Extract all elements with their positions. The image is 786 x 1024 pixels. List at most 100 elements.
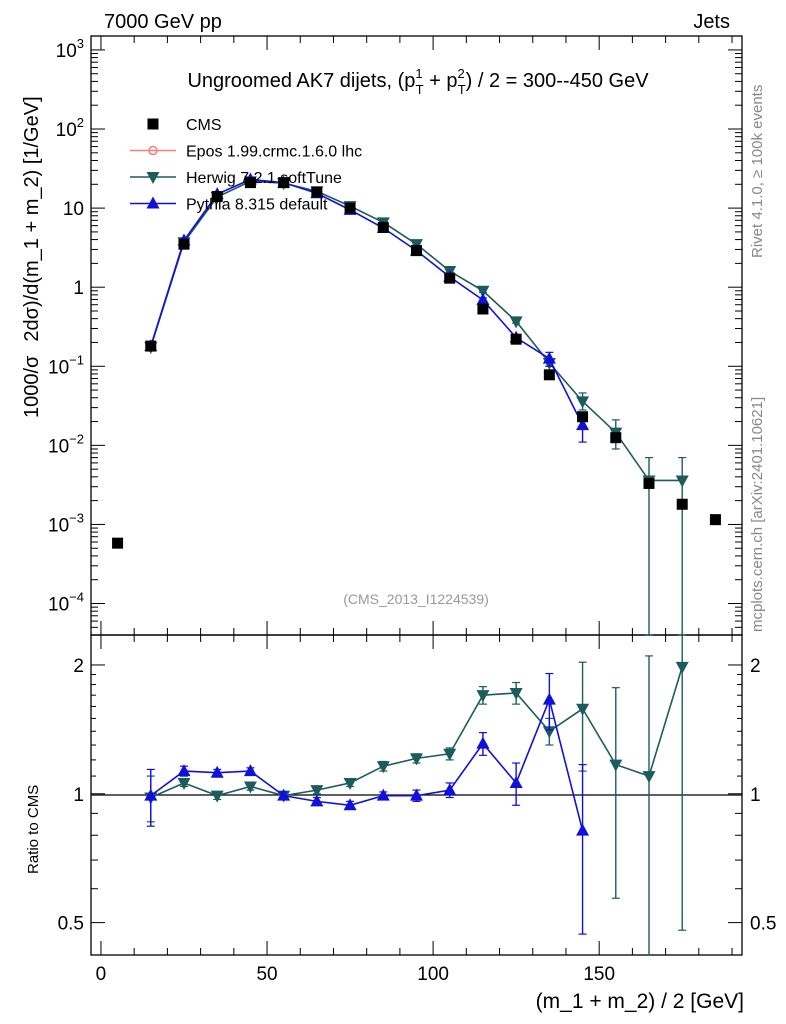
data-point-main (476, 285, 490, 298)
y-tick-label-main: 10−1 (48, 352, 84, 378)
header-category-label: Jets (693, 11, 730, 33)
data-point-main (542, 351, 556, 364)
data-point-cms (543, 369, 555, 381)
legend: CMS Epos 1.99.crmc.1.6.0 lhc Herwig 7.2.1 … (130, 117, 362, 214)
x-tick-label: 150 (583, 964, 615, 985)
y-tick-label-main: 103 (56, 36, 84, 62)
axis-ticks (91, 36, 742, 955)
data-point-cms (411, 245, 422, 257)
y-axis-label-ratio: Ratio to CMS (25, 785, 42, 874)
data-point-cms (709, 514, 721, 526)
data-point-ratio (509, 775, 523, 788)
data-point-main (509, 316, 523, 329)
data-point-ratio (210, 765, 224, 778)
data-point-ratio (443, 783, 457, 796)
data-point-cms (676, 498, 688, 510)
data-point-ratio (675, 661, 689, 674)
x-tick-label: 50 (256, 964, 277, 985)
series-line-ratio (150, 666, 683, 799)
data-point-main (476, 292, 490, 305)
data-point-ratio (576, 703, 590, 716)
data-point-ratio (476, 736, 490, 749)
data-point-ratio (343, 798, 357, 811)
series-line-main (150, 178, 584, 426)
series-line-main (150, 180, 683, 482)
legend-marker (146, 196, 160, 209)
legend-marker (148, 145, 158, 156)
data-point-ratio (376, 788, 390, 801)
data-point-ratio (144, 788, 158, 801)
y-axis-label-main: 1000/σ2dσ)/d(m_1 + m_2) [1/GeV] (21, 96, 43, 418)
data-point-cms (178, 238, 190, 250)
x-tick-label: 0 (96, 964, 107, 985)
chart-title: Ungroomed AK7 dijets, (p1 T + p2 T) / 2 = … (187, 66, 649, 97)
data-point-main (675, 475, 689, 488)
data-point-ratio (177, 777, 191, 790)
x-tick-label: 100 (417, 964, 449, 985)
legend-marker-ring (148, 145, 158, 156)
data-point-cms (610, 432, 622, 444)
series-line-ratio (150, 697, 584, 831)
y-tick-label-ratio-right: 2 (750, 656, 761, 677)
data-point-cms (145, 340, 157, 352)
data-point-cms (211, 191, 223, 203)
legend-marker (147, 118, 159, 130)
data-point-cms (510, 333, 522, 345)
data-point-cms (477, 303, 489, 315)
ratio-panel-series (144, 635, 689, 955)
y-tick-label-main: 10−4 (48, 590, 84, 616)
data-point-cms (643, 477, 655, 489)
data-point-ratio (542, 692, 556, 705)
legend-label: Pythia 8.315 default (186, 197, 328, 214)
y-tick-label-ratio-right: 0.5 (750, 914, 776, 935)
data-point-ratio (243, 781, 257, 794)
data-point-ratio (410, 753, 423, 766)
data-point-ratio (277, 788, 291, 801)
y-tick-label-ratio: 1 (73, 785, 84, 806)
data-point-ratio (310, 785, 324, 798)
data-point-cms (311, 186, 323, 198)
y-tick-label-main: 10 (63, 199, 84, 220)
data-point-cms (112, 537, 124, 549)
main-panel-series (112, 172, 721, 636)
data-point-ratio (177, 764, 191, 777)
y-tick-label-main: 102 (56, 115, 84, 141)
data-point-ratio (542, 726, 556, 739)
data-point-ratio (310, 794, 324, 807)
data-point-cms (278, 177, 290, 189)
data-point-ratio (243, 764, 257, 777)
data-point-cms (244, 177, 256, 189)
y-tick-label-main: 1 (73, 278, 84, 299)
y-tick-label-main: 10−2 (48, 431, 84, 457)
data-point-ratio (376, 761, 390, 774)
header-energy-label: 7000 GeV pp (104, 11, 222, 33)
data-point-main (576, 418, 590, 431)
legend-label: CMS (186, 117, 222, 134)
legend-marker (146, 172, 160, 184)
data-point-ratio (410, 788, 423, 801)
data-point-ratio (509, 687, 523, 700)
data-point-ratio (642, 771, 656, 784)
analysis-id-label: (CMS_2013_I1224539) (343, 591, 489, 607)
data-point-ratio (476, 690, 490, 703)
y-tick-label-ratio: 2 (73, 656, 84, 677)
y-tick-label-ratio-right: 1 (750, 785, 761, 806)
legend-label: Herwig 7.2.1 softTune (186, 170, 342, 187)
data-point-cms (377, 221, 389, 233)
data-point-ratio (210, 790, 224, 803)
data-point-main (576, 396, 590, 409)
data-point-cms (444, 272, 456, 284)
legend-label: Epos 1.99.crmc.1.6.0 lhc (186, 144, 362, 161)
rivet-version-label: Rivet 4.1.0, ≥ 100k events (749, 85, 766, 258)
data-point-ratio (576, 823, 590, 836)
mcplots-source-label: mcplots.cern.ch [arXiv:2401.10621] (749, 397, 766, 632)
data-point-ratio (609, 759, 623, 772)
data-point-cms (344, 202, 356, 214)
data-point-ratio (443, 748, 457, 761)
y-tick-label-main: 10−3 (48, 510, 84, 536)
data-point-cms (577, 411, 589, 423)
x-axis-label: (m_1 + m_2) / 2 [GeV] (536, 990, 744, 1013)
y-tick-label-ratio: 0.5 (58, 914, 84, 935)
